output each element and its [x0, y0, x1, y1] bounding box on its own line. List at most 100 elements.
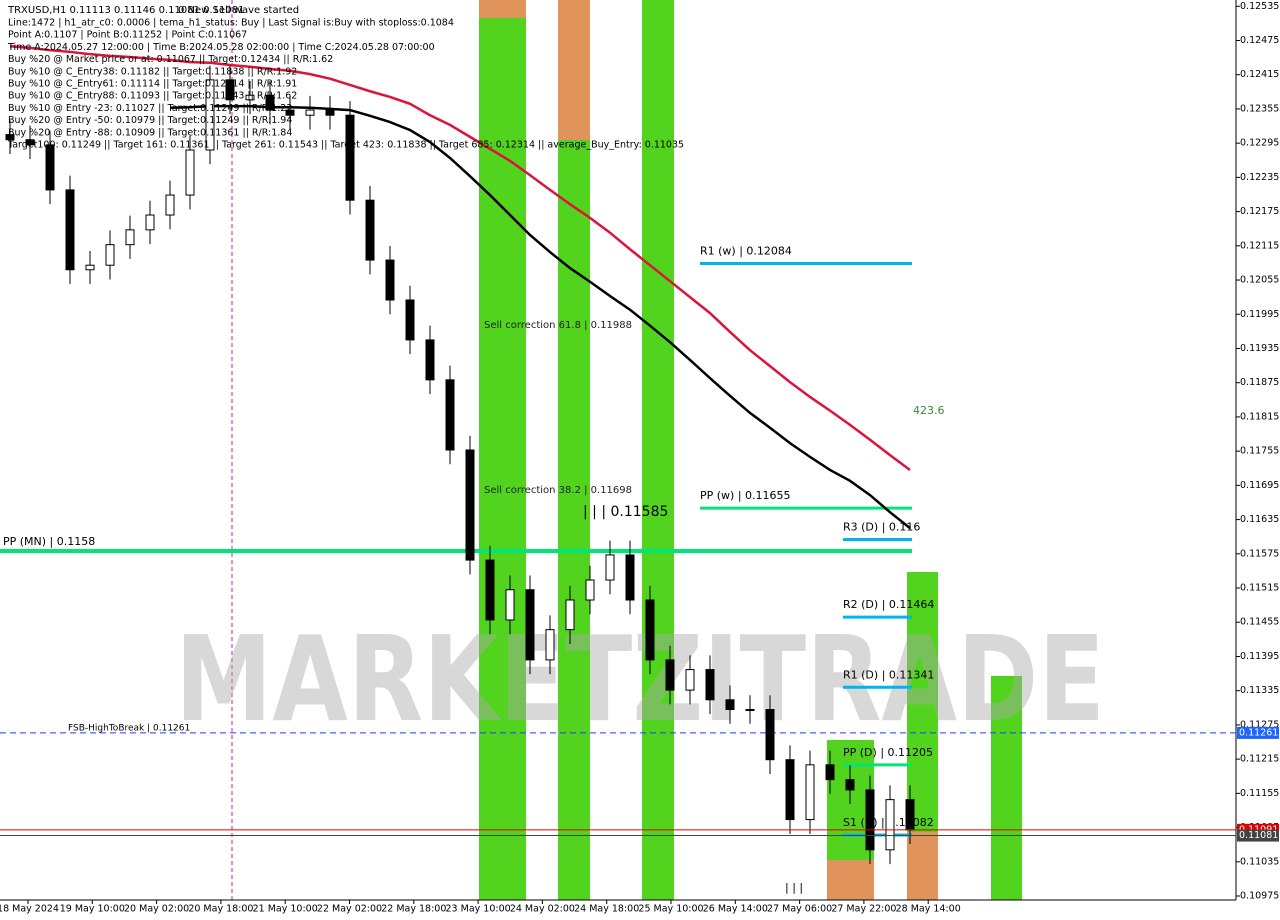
x-tick-label: 26 May 14:00	[703, 904, 768, 915]
status: 0 New Sell wave started	[178, 5, 299, 16]
candle-body	[325, 109, 335, 116]
y-tick-label: 0.11635	[1240, 514, 1279, 525]
level-label: FSB-HighToBreak | 0.11261	[68, 723, 190, 733]
candle-body	[585, 579, 595, 601]
candle-body	[25, 139, 35, 146]
y-tick-label: 0.11395	[1240, 651, 1279, 662]
candle-body	[805, 764, 815, 821]
watermark: MARKETZITRADE	[175, 610, 1105, 748]
candle-body	[645, 599, 655, 661]
annotation: 423.6	[913, 404, 945, 417]
candle-body	[425, 339, 435, 381]
info-line: Buy %10 @ C_Entry38: 0.11182 || Target:0…	[8, 66, 297, 77]
candle-body	[65, 189, 75, 271]
info-line: Point A:0.1107 | Point B:0.11252 | Point…	[8, 30, 247, 41]
candle-body	[165, 194, 175, 216]
candle-body	[545, 629, 555, 661]
x-tick-label: 20 May 18:00	[188, 904, 253, 915]
candle-body	[565, 599, 575, 631]
y-tick-label: 0.11215	[1240, 754, 1279, 765]
candle-body	[85, 264, 95, 271]
candle-body	[845, 779, 855, 791]
x-tick-label: 28 May 14:00	[896, 904, 961, 915]
y-tick-label: 0.11995	[1240, 309, 1279, 320]
x-tick-label: 25 May 10:00	[638, 904, 703, 915]
y-tick-label: 0.11755	[1240, 446, 1279, 457]
orange-band	[558, 0, 590, 140]
x-tick-label: 18 May 2024	[0, 904, 59, 915]
price-tag-box	[1237, 829, 1279, 842]
y-tick-label: 0.11275	[1240, 719, 1279, 730]
y-tick-label: 0.12055	[1240, 275, 1279, 286]
candle-body	[345, 114, 355, 201]
info-line: Buy %10 @ C_Entry61: 0.11114 || Target:0…	[8, 79, 297, 90]
orange-band	[479, 0, 526, 18]
candle-body	[285, 109, 295, 116]
candle-body	[145, 214, 155, 231]
candle-body	[885, 799, 895, 851]
level-label: R2 (D) | 0.11464	[843, 598, 934, 611]
candle-body	[45, 144, 55, 191]
green-band	[558, 140, 590, 900]
info-line: Buy %20 @ Market price or at: 0.11067 ||…	[8, 54, 333, 65]
candle-body	[665, 659, 675, 691]
candle-body	[445, 379, 455, 451]
y-tick-label: 0.12355	[1240, 103, 1279, 114]
y-tick-label: 0.12295	[1240, 138, 1279, 149]
candle-body	[905, 799, 915, 831]
green-band	[991, 676, 1022, 900]
candle-body	[365, 199, 375, 261]
candle-body	[185, 149, 195, 196]
moving-average	[169, 104, 911, 530]
candle-body	[105, 244, 115, 266]
y-tick-label: 0.11335	[1240, 685, 1279, 696]
candle-body	[125, 229, 135, 246]
x-tick-label: 27 May 06:00	[767, 904, 832, 915]
chart-title: TRXUSD,H1 0.11113 0.11146 0.11081 0.1108…	[7, 5, 244, 16]
session-bands	[479, 0, 1022, 900]
candle-body	[465, 449, 475, 561]
y-tick-label: 0.12175	[1240, 206, 1279, 217]
x-tick-label: 27 May 22:00	[831, 904, 896, 915]
y-tick-label: 0.11575	[1240, 548, 1279, 559]
x-tick-label: 23 May 10:00	[446, 904, 511, 915]
y-tick-label: 0.11875	[1240, 377, 1279, 388]
candle-body	[725, 699, 735, 711]
y-tick-label: 0.10975	[1240, 891, 1279, 902]
candle-body	[865, 789, 875, 851]
candle-body	[745, 709, 755, 712]
y-tick-label: 0.12535	[1240, 1, 1279, 12]
y-tick-label: 0.12475	[1240, 35, 1279, 46]
candle-body	[245, 94, 255, 101]
price-tag-label: 0.11261	[1239, 727, 1278, 738]
annotation: | | | 0.11585	[583, 504, 668, 520]
candle-body	[705, 669, 715, 701]
x-tick-label: 21 May 10:00	[253, 904, 318, 915]
level-label: R3 (D) | 0.116	[843, 521, 920, 534]
y-tick-label: 0.12115	[1240, 240, 1279, 251]
candle-body	[765, 709, 775, 761]
x-tick-label: 19 May 10:00	[60, 904, 125, 915]
level-label: PP (w) | 0.11655	[700, 489, 791, 502]
moving-average	[9, 44, 911, 471]
info-line: Target100: 0.11249 || Target 161: 0.1136…	[7, 140, 684, 151]
candle-body	[525, 589, 535, 661]
y-tick-label: 0.12235	[1240, 172, 1279, 183]
orange-band	[827, 860, 874, 900]
y-tick-label: 0.11455	[1240, 617, 1279, 628]
candle-body	[625, 554, 635, 601]
info-line: Buy %10 @ C_Entry88: 0.11093 || Target:0…	[8, 91, 297, 102]
y-tick-label: 0.11155	[1240, 788, 1279, 799]
candle-body	[485, 559, 495, 621]
info-line: Time A:2024.05.27 12:00:00 | Time B:2024…	[7, 42, 435, 53]
annotation: | | |	[785, 881, 803, 894]
candle-body	[605, 554, 615, 581]
y-tick-label: 0.12415	[1240, 69, 1279, 80]
info-line: Line:1472 | h1_atr_c0: 0.0006 | tema_h1_…	[8, 18, 454, 29]
level-label: PP (MN) | 0.1158	[3, 535, 95, 548]
candle-body	[505, 589, 515, 621]
info-line: Buy %20 @ Entry -88: 0.10909 || Target:0…	[8, 127, 292, 138]
info-line: Buy %10 @ Entry -23: 0.11027 || Target:0…	[8, 103, 292, 114]
green-band	[479, 18, 526, 900]
x-tick-label: 24 May 02:00	[510, 904, 575, 915]
